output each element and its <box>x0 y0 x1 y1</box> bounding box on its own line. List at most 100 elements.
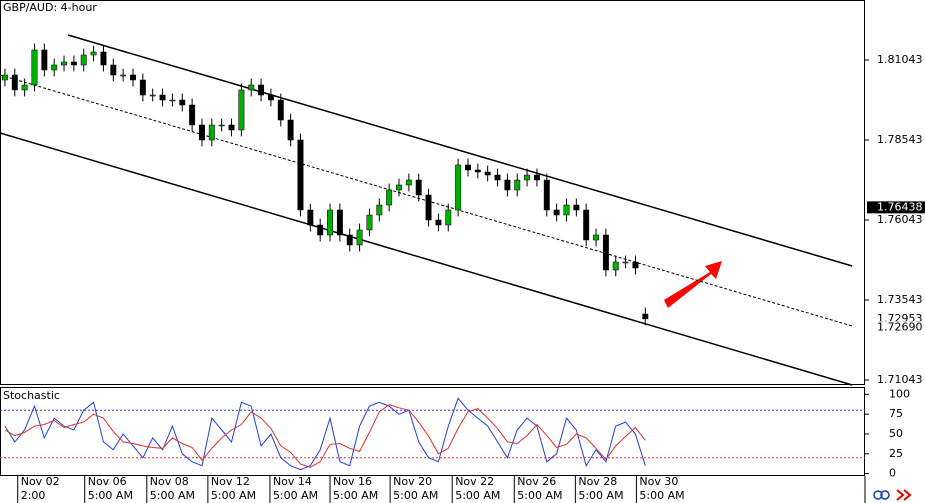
candle-body <box>405 179 412 186</box>
candle-body <box>208 124 215 141</box>
y-tick-label: 50 <box>889 427 903 440</box>
candle-body <box>51 64 58 71</box>
y-tick-label: 0 <box>889 467 896 480</box>
candle-body <box>80 54 87 66</box>
x-tick-label: Nov 12 <box>211 475 250 488</box>
candle-body <box>415 179 422 196</box>
candle-body <box>465 164 471 171</box>
candle-body <box>199 124 205 141</box>
candle-body <box>396 184 402 191</box>
candle-body <box>189 104 196 126</box>
y-tick-label: 1.71043 <box>877 373 923 386</box>
candle-body <box>455 164 462 211</box>
candle-body <box>277 99 284 121</box>
stochastic-panel <box>0 387 865 476</box>
candle-body <box>504 179 511 191</box>
x-tick-time: 5:00 AM <box>393 489 438 502</box>
stochastic-line <box>4 404 646 468</box>
price-tag-label: 1.72690 <box>877 320 923 333</box>
y-tick-label: 1.78543 <box>877 133 923 146</box>
y-tick-label: 1.76043 <box>877 213 923 226</box>
price-tag-label: 1.76438 <box>877 200 923 213</box>
candle-body <box>61 61 67 66</box>
candle-body <box>11 74 18 91</box>
channel-line <box>67 34 853 267</box>
candle-body <box>533 174 540 181</box>
candle-body <box>346 234 353 246</box>
link-icon[interactable] <box>880 490 890 500</box>
candle-body <box>602 234 609 271</box>
x-tick-label: Nov 22 <box>455 475 494 488</box>
candle-body <box>484 171 491 176</box>
candle-body <box>179 99 186 106</box>
candle-body <box>169 99 176 102</box>
x-tick-time: 5:00 AM <box>639 489 684 502</box>
candle-body <box>100 51 107 66</box>
candle-body <box>435 219 442 226</box>
candle-body <box>573 204 580 211</box>
candle-body <box>238 89 245 131</box>
candle-body <box>336 209 343 236</box>
arrow <box>664 261 722 308</box>
candle-body <box>622 261 629 264</box>
toolbar-icons[interactable] <box>873 489 912 501</box>
candle-body <box>474 169 481 173</box>
candle-body <box>41 49 48 71</box>
candle-body <box>218 124 225 127</box>
x-tick-time: 5:00 AM <box>88 489 133 502</box>
x-tick-label: Nov 16 <box>333 475 372 488</box>
link-icon[interactable] <box>873 490 883 500</box>
candle-body <box>228 124 235 131</box>
scroll-icon[interactable] <box>896 489 912 501</box>
candle-body <box>494 174 501 181</box>
candle-body <box>307 209 314 226</box>
candle-body <box>386 189 393 206</box>
candle-body <box>327 209 333 236</box>
candle-body <box>90 51 97 56</box>
x-tick-time: 5:00 AM <box>455 489 500 502</box>
y-tick-label: 1.81043 <box>877 53 923 66</box>
candle-body <box>514 179 521 191</box>
candle-body <box>317 224 324 236</box>
candle-body <box>110 64 117 76</box>
candle-body <box>159 94 166 101</box>
candle-body <box>120 74 127 77</box>
x-tick-time: 2:00 <box>21 489 46 502</box>
candle-body <box>297 139 304 211</box>
candle-body <box>149 94 156 97</box>
candle-body <box>130 74 136 81</box>
candle-body <box>425 194 432 221</box>
chart-title: GBP/AUD: 4-hour <box>3 1 97 14</box>
x-tick-label: Nov 06 <box>88 475 127 488</box>
channel-line <box>0 74 853 327</box>
candle-body <box>21 84 28 91</box>
x-tick-time: 5:00 AM <box>517 489 562 502</box>
candle-body <box>366 214 373 231</box>
x-tick-label: Nov 14 <box>273 475 312 488</box>
candle-body <box>445 209 452 226</box>
x-tick-time: 5:00 AM <box>211 489 256 502</box>
y-tick-label: 1.73543 <box>877 293 923 306</box>
candle-body <box>524 174 531 181</box>
candle-body <box>593 234 600 241</box>
x-tick-label: Nov 26 <box>517 475 556 488</box>
candle-body <box>248 84 255 91</box>
x-tick-label: Nov 28 <box>578 475 617 488</box>
x-tick-label: Nov 08 <box>150 475 189 488</box>
stochastic-line <box>4 397 646 471</box>
x-tick-label: Nov 02 <box>21 475 60 488</box>
candle-body <box>31 49 38 86</box>
x-tick-label: Nov 30 <box>639 475 678 488</box>
candle-body <box>267 94 274 101</box>
x-tick-label: Nov 20 <box>393 475 432 488</box>
price-panel <box>0 0 865 385</box>
x-tick-time: 5:00 AM <box>578 489 623 502</box>
y-tick-label: 75 <box>889 407 903 420</box>
candle-body <box>258 84 265 96</box>
channel-line <box>0 132 853 386</box>
price-tag <box>867 201 925 214</box>
candle-body <box>70 61 77 66</box>
x-tick-time: 5:00 AM <box>150 489 195 502</box>
x-tick-time: 5:00 AM <box>333 489 378 502</box>
